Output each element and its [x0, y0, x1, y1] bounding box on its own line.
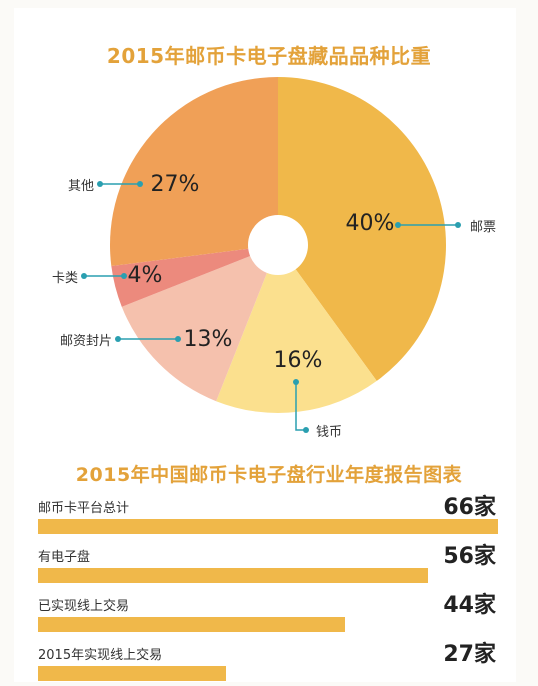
- bar-category-label-1: 有电子盘: [38, 550, 91, 565]
- bar-3: [38, 666, 226, 681]
- leader-dot-4: [137, 181, 143, 187]
- pie-category-label-1: 钱币: [316, 425, 342, 440]
- pie-slice-2: [121, 245, 279, 402]
- pie-slice-0: [278, 77, 447, 381]
- leader-dot-2: [175, 336, 181, 342]
- pie-slice-4: [109, 76, 278, 267]
- pie-percent-label-3: 4%: [128, 263, 163, 288]
- bar-category-label-3: 2015年实现线上交易: [38, 648, 163, 663]
- bar-0: [38, 519, 498, 534]
- bar-category-label-0: 邮币卡平台总计: [38, 501, 130, 516]
- leader-end-dot-4: [97, 181, 103, 187]
- bar-value-label-2: 44家: [443, 593, 496, 618]
- bar-category-label-2: 已实现线上交易: [38, 599, 130, 614]
- pie-category-label-2: 邮资封片: [60, 334, 112, 349]
- leader-dot-0: [395, 222, 401, 228]
- pie-category-label-0: 邮票: [470, 220, 496, 235]
- pie-percent-label-0: 40%: [346, 211, 395, 236]
- pie-slice-1: [216, 245, 377, 413]
- bar-value-label-1: 56家: [443, 544, 496, 569]
- pie-chart: 40% 邮票 16% 钱币 13% 邮资封片 4% 卡类 27% 其他: [52, 76, 496, 440]
- leader-line-1: [295, 382, 306, 431]
- pie-center-hole: [248, 215, 308, 275]
- pie-percent-label-2: 13%: [184, 327, 233, 352]
- pie-percent-label-1: 16%: [274, 348, 323, 373]
- leader-end-dot-3: [81, 273, 87, 279]
- leader-end-dot-0: [455, 222, 461, 228]
- pie-chart-title: 2015年邮币卡电子盘藏品品种比重: [106, 44, 432, 68]
- bar-1: [38, 568, 428, 583]
- bar-value-label-0: 66家: [443, 495, 496, 520]
- leader-dot-1: [293, 379, 299, 385]
- bar-chart-title: 2015年中国邮币卡电子盘行业年度报告图表: [75, 464, 463, 486]
- leader-end-dot-2: [115, 336, 121, 342]
- pie-category-label-3: 卡类: [52, 271, 78, 286]
- pie-category-label-4: 其他: [68, 179, 94, 194]
- leader-end-dot-1: [303, 427, 309, 433]
- pie-percent-label-4: 27%: [151, 172, 200, 197]
- bar-2: [38, 617, 345, 632]
- leader-dot-3: [121, 273, 127, 279]
- bar-value-label-3: 27家: [443, 642, 496, 667]
- pie-slice-3: [111, 245, 278, 307]
